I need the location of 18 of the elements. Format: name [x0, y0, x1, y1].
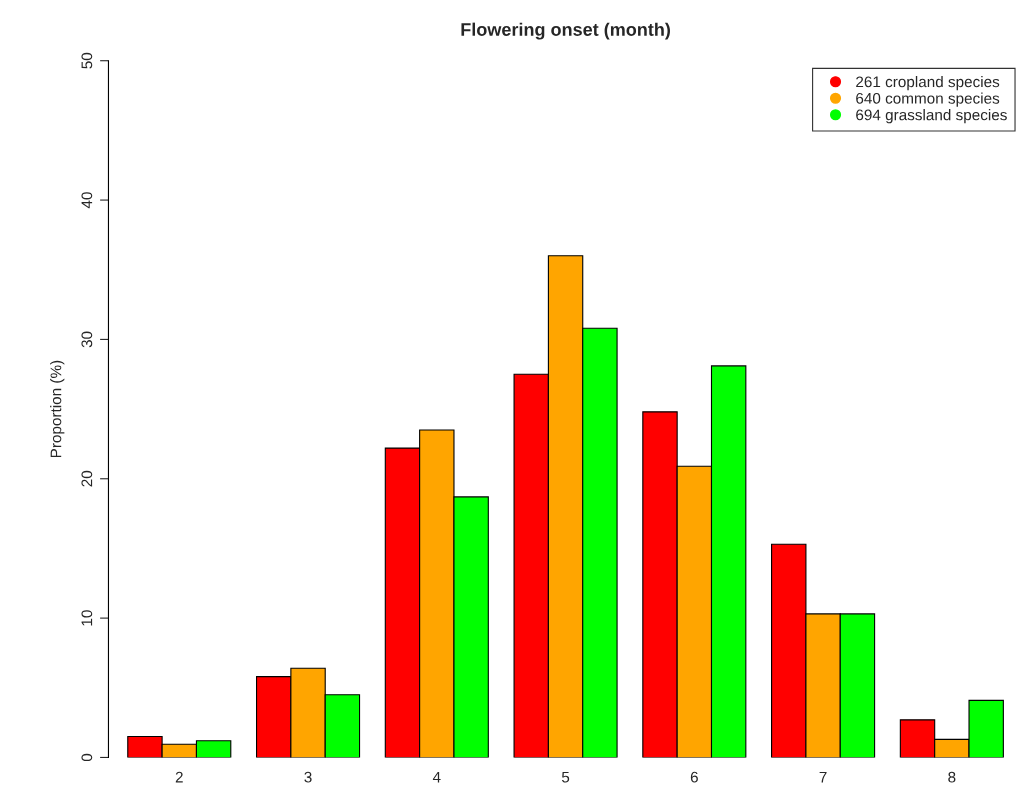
- y-tick-label: 40: [81, 192, 93, 209]
- x-tick-label: 3: [304, 771, 312, 783]
- x-tick-label: 6: [690, 771, 698, 783]
- chart-title: Flowering onset (month): [461, 22, 670, 40]
- y-tick-label: 50: [81, 52, 93, 69]
- y-tick-label: 30: [81, 331, 93, 348]
- y-axis-title: Proportion (%): [50, 360, 65, 458]
- x-tick-label: 8: [948, 771, 956, 783]
- x-tick-label: 7: [819, 771, 827, 783]
- y-tick-label: 10: [81, 610, 93, 626]
- legend-label: 261 cropland species: [856, 76, 1000, 91]
- x-tick-label: 4: [432, 771, 441, 783]
- x-tick-label: 5: [561, 771, 570, 783]
- x-tick-label: 2: [175, 771, 183, 783]
- y-tick-label: 0: [81, 753, 93, 762]
- y-tick-label: 20: [81, 470, 93, 487]
- legend-label: 694 grassland species: [856, 109, 1007, 124]
- legend-label: 640 common species: [856, 92, 1000, 107]
